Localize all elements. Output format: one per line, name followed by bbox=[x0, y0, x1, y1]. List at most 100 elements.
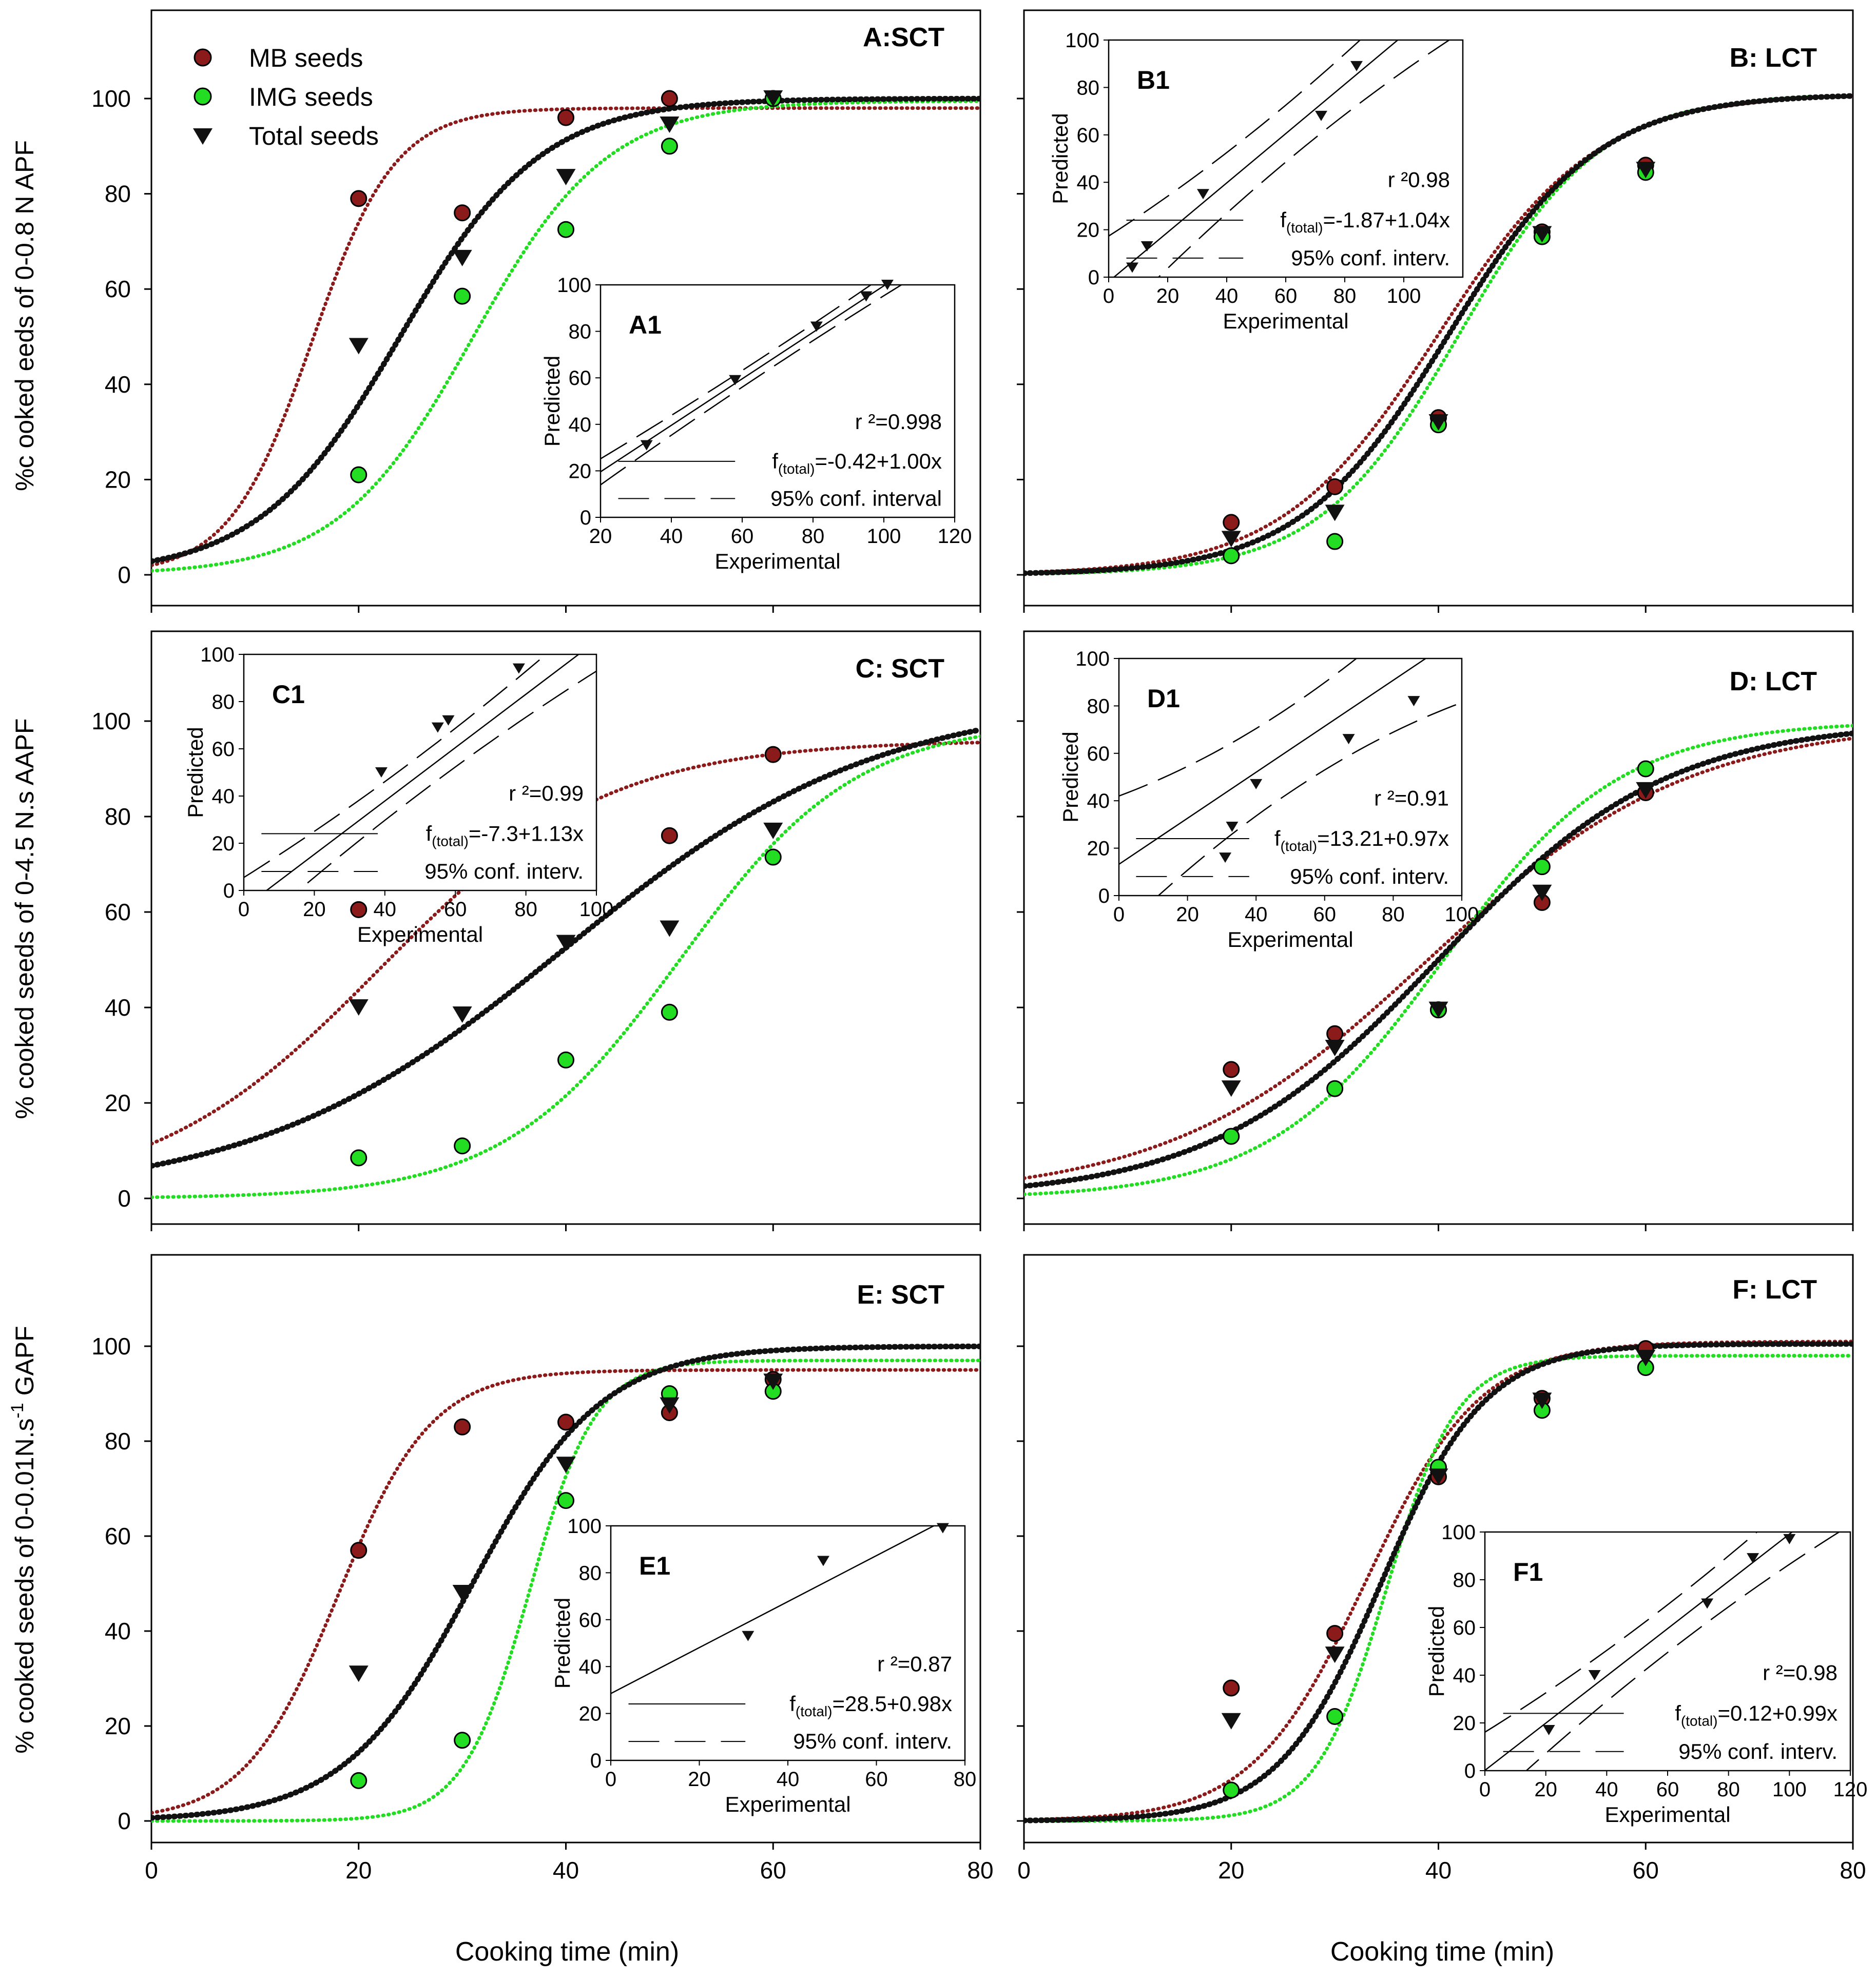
panel-E-title: E: SCT bbox=[857, 1280, 945, 1310]
inset-x-tick-label: 60 bbox=[1274, 285, 1298, 307]
point-img-seeds bbox=[350, 466, 368, 483]
inset-x-tick-label: 100 bbox=[1387, 285, 1421, 307]
inset-point bbox=[1747, 1553, 1759, 1564]
inset-point bbox=[640, 440, 653, 451]
panel-D-title: D: LCT bbox=[1730, 667, 1817, 696]
inset-conf-band bbox=[1109, 40, 1361, 237]
panel-C-title: C: SCT bbox=[856, 654, 945, 684]
point-img-seeds bbox=[557, 1051, 574, 1069]
inset-point bbox=[1197, 189, 1209, 200]
inset-x-tick-label: 20 bbox=[1534, 1778, 1557, 1801]
inset-y-tick-label: 40 bbox=[1453, 1664, 1476, 1687]
point-total-seeds bbox=[556, 935, 576, 952]
inset-fit-line bbox=[1113, 40, 1399, 277]
inset-x-tick-label: 60 bbox=[1313, 903, 1337, 926]
inset-frame bbox=[1108, 39, 1464, 278]
curve-mb-seeds bbox=[151, 1368, 980, 1815]
curve-mb-seeds bbox=[151, 106, 980, 567]
curve-img-seeds bbox=[151, 1359, 980, 1823]
curve-img-seeds bbox=[151, 99, 980, 573]
y-tick-label: 40 bbox=[105, 994, 131, 1021]
inset-ci-label: 95% conf. interv. bbox=[1290, 864, 1449, 888]
x-tick-label: 80 bbox=[1840, 1857, 1866, 1884]
x-tick-label: 0 bbox=[1017, 1857, 1031, 1884]
point-mb-seeds bbox=[454, 1418, 471, 1436]
point-img-seeds bbox=[557, 221, 574, 238]
inset-point bbox=[1250, 779, 1263, 789]
point-img-seeds bbox=[1637, 760, 1654, 778]
inset-x-tick-label: 100 bbox=[1445, 903, 1479, 926]
inset-y-tick-label: 40 bbox=[579, 1656, 602, 1678]
y-tick-label: 80 bbox=[105, 1428, 131, 1455]
inset-point bbox=[442, 715, 455, 726]
inset-x-tick-label: 60 bbox=[865, 1768, 888, 1791]
inset-xlabel: Experimental bbox=[725, 1792, 850, 1816]
point-img-seeds bbox=[661, 138, 678, 155]
inset-fit-eq: f(total)=-7.3+1.13x bbox=[426, 821, 584, 849]
inset-fit-eq: f(total)=-1.87+1.04x bbox=[1280, 208, 1450, 236]
inset-conf-band bbox=[1157, 702, 1462, 896]
inset-x-tick-label: 80 bbox=[802, 525, 825, 548]
inset-E1: 0 20 40 60 80 0 20 40 60 80 100 Experimental Predict… bbox=[550, 1515, 977, 1816]
xlabel-left: Cooking time (min) bbox=[455, 1937, 679, 1967]
inset-x-tick-label: 80 bbox=[954, 1768, 977, 1791]
point-total-seeds bbox=[660, 117, 680, 133]
inset-y-tick-label: 40 bbox=[569, 414, 592, 436]
inset-y-tick-label: 80 bbox=[1087, 695, 1110, 717]
y-tick-label: 80 bbox=[105, 803, 131, 830]
inset-r2: r ²=0.998 bbox=[855, 410, 942, 434]
panel-F-title: F: LCT bbox=[1732, 1275, 1817, 1305]
inset-fit-line bbox=[611, 1526, 935, 1694]
inset-conf-band bbox=[1525, 1532, 1841, 1771]
point-img-seeds bbox=[1533, 858, 1551, 876]
curve-img-seeds bbox=[151, 734, 980, 1199]
inset-ci-label: 95% conf. interv. bbox=[1678, 1739, 1838, 1763]
inset-x-tick-label: 40 bbox=[374, 898, 397, 921]
y-tick-label: 0 bbox=[118, 561, 131, 588]
curve-total-seeds bbox=[1024, 730, 1853, 1189]
point-total-seeds bbox=[349, 1665, 369, 1682]
inset-y-tick-label: 40 bbox=[212, 785, 235, 808]
point-img-seeds bbox=[454, 287, 471, 305]
inset-frame bbox=[243, 653, 597, 891]
x-tick-label: 20 bbox=[345, 1857, 372, 1884]
inset-y-tick-label: 100 bbox=[1065, 29, 1099, 52]
y-tick-label: 20 bbox=[105, 1713, 131, 1739]
point-mb-seeds bbox=[557, 109, 574, 126]
inset-frame bbox=[599, 284, 956, 518]
point-mb-seeds bbox=[454, 204, 471, 222]
inset-x-tick-label: 120 bbox=[1833, 1778, 1868, 1801]
point-mb-seeds bbox=[1223, 1679, 1240, 1697]
point-mb-seeds bbox=[1223, 514, 1240, 531]
y-tick-label: 40 bbox=[105, 371, 131, 398]
point-img-seeds bbox=[1326, 533, 1344, 550]
inset-point bbox=[817, 1556, 829, 1566]
inset-y-tick-label: 60 bbox=[1453, 1617, 1476, 1639]
point-total-seeds bbox=[763, 90, 783, 107]
y-tick-label: 80 bbox=[105, 181, 131, 207]
inset-xlabel: Experimental bbox=[1604, 1802, 1730, 1827]
point-total-seeds bbox=[556, 1457, 576, 1473]
point-total-seeds bbox=[1221, 531, 1241, 548]
inset-fit-eq: f(total)=13.21+0.97x bbox=[1274, 826, 1449, 854]
inset-fit-line bbox=[265, 654, 580, 890]
inset-point bbox=[742, 1631, 755, 1641]
inset-r2: r ²=0.91 bbox=[1374, 786, 1449, 810]
inset-xlabel: Experimental bbox=[1227, 927, 1353, 952]
point-total-seeds bbox=[1221, 1713, 1241, 1730]
inset-frame bbox=[1118, 657, 1463, 897]
curve-img-seeds bbox=[1024, 724, 1853, 1196]
inset-x-tick-label: 0 bbox=[1479, 1778, 1491, 1801]
inset-label: B1 bbox=[1137, 66, 1170, 94]
point-total-seeds bbox=[1221, 1080, 1241, 1097]
inset-x-tick-label: 80 bbox=[1382, 903, 1405, 926]
inset-y-tick-label: 60 bbox=[579, 1609, 602, 1632]
inset-y-tick-label: 20 bbox=[569, 460, 592, 482]
inset-D1: 0 20 40 60 80 100 0 20 40 60 80 100 Experimental Pred… bbox=[1058, 648, 1479, 952]
inset-ylabel: Predicted bbox=[183, 727, 207, 818]
point-total-seeds bbox=[556, 169, 576, 186]
point-img-seeds bbox=[661, 1003, 678, 1021]
point-img-seeds bbox=[454, 1137, 471, 1155]
inset-fit-eq: f(total)=-0.42+1.00x bbox=[772, 449, 942, 477]
y-tick-label: 100 bbox=[91, 708, 131, 734]
